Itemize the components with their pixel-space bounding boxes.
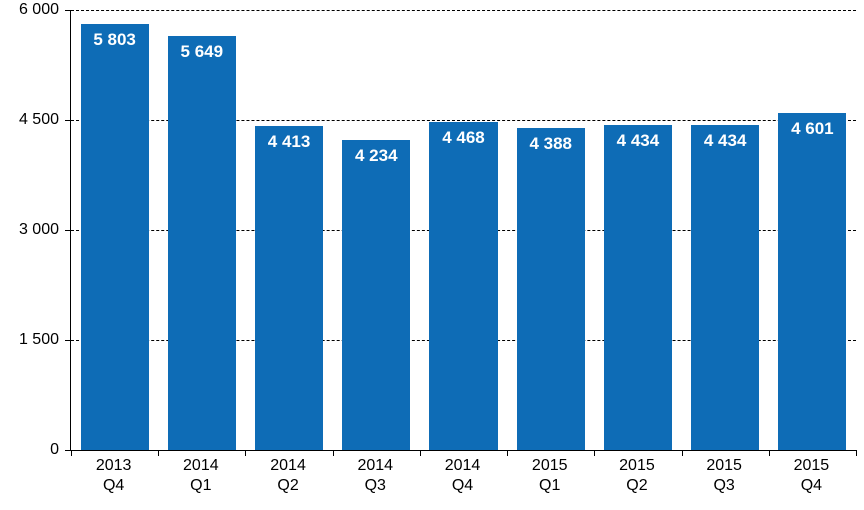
x-tick-label: 2013Q4 <box>70 456 157 496</box>
y-tick-label: 1 500 <box>0 331 59 349</box>
bar: 4 413 <box>255 126 323 450</box>
y-tick-label: 6 000 <box>0 1 59 19</box>
x-tick-label: 2015Q2 <box>593 456 680 496</box>
gridline <box>71 10 856 11</box>
x-tick-label: 2015Q1 <box>506 456 593 496</box>
bar: 4 388 <box>517 128 585 450</box>
bar-value-label: 5 649 <box>168 42 236 62</box>
x-tick-label: 2015Q3 <box>681 456 768 496</box>
bar-value-label: 4 434 <box>691 131 759 151</box>
bar: 4 234 <box>342 140 410 450</box>
bar-value-label: 4 234 <box>342 146 410 166</box>
x-tick-label: 2015Q4 <box>768 456 855 496</box>
bar: 4 434 <box>604 125 672 450</box>
y-tick <box>65 340 71 341</box>
bar: 4 434 <box>691 125 759 450</box>
bar-value-label: 4 388 <box>517 134 585 154</box>
bar-value-label: 5 803 <box>81 30 149 50</box>
bar: 4 601 <box>778 113 846 450</box>
x-tick-label: 2014Q1 <box>157 456 244 496</box>
bar-value-label: 4 601 <box>778 119 846 139</box>
x-tick <box>856 450 857 456</box>
x-tick-label: 2014Q4 <box>419 456 506 496</box>
x-tick-label: 2014Q3 <box>332 456 419 496</box>
y-tick-label: 4 500 <box>0 111 59 129</box>
bar-value-label: 4 413 <box>255 132 323 152</box>
bar-value-label: 4 468 <box>429 128 497 148</box>
y-tick <box>65 120 71 121</box>
bar-chart: 5 803 5 649 4 413 4 234 4 468 4 388 4 434 4 434… <box>0 0 864 510</box>
bar: 4 468 <box>429 122 497 450</box>
y-tick-label: 3 000 <box>0 221 59 239</box>
bar: 5 649 <box>168 36 236 450</box>
y-tick <box>65 230 71 231</box>
bar-value-label: 4 434 <box>604 131 672 151</box>
plot-area: 5 803 5 649 4 413 4 234 4 468 4 388 4 434 4 434… <box>70 10 856 451</box>
y-tick-label: 0 <box>0 441 59 459</box>
bar: 5 803 <box>81 24 149 450</box>
y-tick <box>65 10 71 11</box>
x-tick-label: 2014Q2 <box>244 456 331 496</box>
